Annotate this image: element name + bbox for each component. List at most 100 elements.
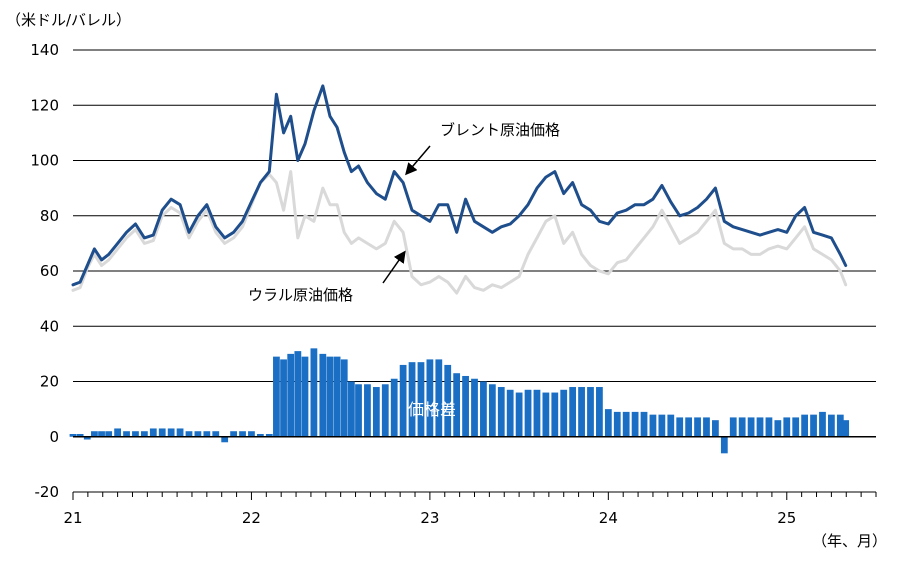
spread-bar <box>560 389 568 437</box>
spread-bar <box>587 387 594 437</box>
spread-bar <box>364 384 371 437</box>
spread-bar <box>774 420 782 437</box>
spread-bar <box>747 417 755 437</box>
spread-bar <box>83 436 91 440</box>
spread-bar <box>542 392 550 437</box>
axes: -20 0 20 40 60 80 100 120 140 21 22 23 24 25 <box>30 41 877 527</box>
spread-bar <box>506 389 514 437</box>
series-line <box>71 84 848 287</box>
spread-bar <box>471 378 478 437</box>
x-tick-label: 21 <box>63 509 82 527</box>
spread-bar <box>462 375 469 437</box>
x-tick-label: 22 <box>242 509 261 527</box>
spread-bar <box>497 387 505 437</box>
spread-bar <box>280 359 287 437</box>
spread-bar <box>176 428 184 437</box>
spread-bar <box>480 381 487 437</box>
spread-bar <box>203 431 211 437</box>
spread-bar <box>390 378 398 437</box>
spread-bar <box>294 351 302 437</box>
spread-bar <box>533 389 541 437</box>
spread-bar <box>783 417 791 437</box>
spread-bar <box>123 431 130 437</box>
spread-bar <box>185 431 193 437</box>
spread-bar <box>720 436 728 454</box>
spread-bar <box>738 417 746 437</box>
spread-bar <box>221 436 229 443</box>
spread-bar <box>273 356 280 437</box>
spread-bar <box>326 356 334 437</box>
y-tick-label: 40 <box>40 317 59 335</box>
spread-bar <box>149 428 157 437</box>
spread-bar <box>158 428 166 437</box>
spread-bar <box>640 411 648 437</box>
spread-bar <box>515 392 523 437</box>
spread-bar <box>333 356 341 437</box>
spread-bar <box>399 364 407 437</box>
spread-bar <box>381 384 389 437</box>
spread-bar <box>287 353 295 437</box>
spread-bar <box>596 387 603 437</box>
spread-bar <box>444 364 452 437</box>
spread-label: 価格差 <box>408 400 456 419</box>
spread-bar <box>114 428 122 437</box>
spread-bar <box>685 417 693 437</box>
spread-bar <box>453 373 461 437</box>
spread-bar <box>488 384 496 437</box>
y-tick-label: 100 <box>30 152 59 170</box>
spread-bar <box>194 431 202 437</box>
spread-bar <box>426 359 434 437</box>
spread-bar <box>622 411 630 437</box>
spread-bar <box>140 431 148 437</box>
y-tick-label: 0 <box>49 428 59 446</box>
spread-bar <box>212 431 220 437</box>
spread-bar <box>310 348 318 437</box>
spread-bar <box>604 409 612 437</box>
spread-bar <box>91 431 98 437</box>
spread-bar <box>792 417 800 437</box>
grid-lines <box>73 49 876 438</box>
spread-bar <box>340 359 348 437</box>
spread-bar <box>842 420 850 437</box>
spread-bar <box>551 392 559 437</box>
x-tick-label: 24 <box>599 509 618 527</box>
series-line <box>71 170 848 295</box>
spread-bar <box>132 431 139 437</box>
spread-bar <box>694 417 701 437</box>
urals-arrow <box>382 250 406 284</box>
spread-bar <box>729 417 737 437</box>
brent-label: ブレント原油価格 <box>440 121 560 139</box>
spread-bar <box>649 414 657 437</box>
y-tick-label: 20 <box>40 373 59 391</box>
spread-bar <box>372 387 380 437</box>
spread-bar <box>435 359 443 437</box>
y-tick-label: -20 <box>35 483 60 501</box>
price-lines <box>71 84 848 295</box>
spread-bar <box>631 411 639 437</box>
spread-bar <box>676 417 684 437</box>
urals-label: ウラル原油価格 <box>248 286 353 304</box>
spread-bar <box>658 414 666 437</box>
spread-bars <box>69 348 876 454</box>
spread-bar <box>230 431 237 437</box>
spread-bar <box>355 384 362 437</box>
spread-bar <box>801 414 809 437</box>
spread-bar <box>578 387 585 437</box>
spread-bar <box>417 362 425 437</box>
brent-arrow <box>405 145 431 176</box>
spread-bar <box>319 353 327 437</box>
spread-bar <box>712 420 719 437</box>
spread-bar <box>256 433 264 437</box>
spread-bar <box>265 433 273 437</box>
spread-bar <box>819 411 826 437</box>
spread-bar <box>98 431 105 437</box>
spread-bar <box>613 411 621 437</box>
annotations: ブレント原油価格 ウラル原油価格 価格差 <box>248 121 560 419</box>
spread-bar <box>765 417 773 437</box>
spread-bar <box>667 414 675 437</box>
spread-bar <box>105 431 113 437</box>
y-tick-label: 140 <box>30 41 59 59</box>
x-axis-unit-label: （年、月） <box>812 532 887 550</box>
